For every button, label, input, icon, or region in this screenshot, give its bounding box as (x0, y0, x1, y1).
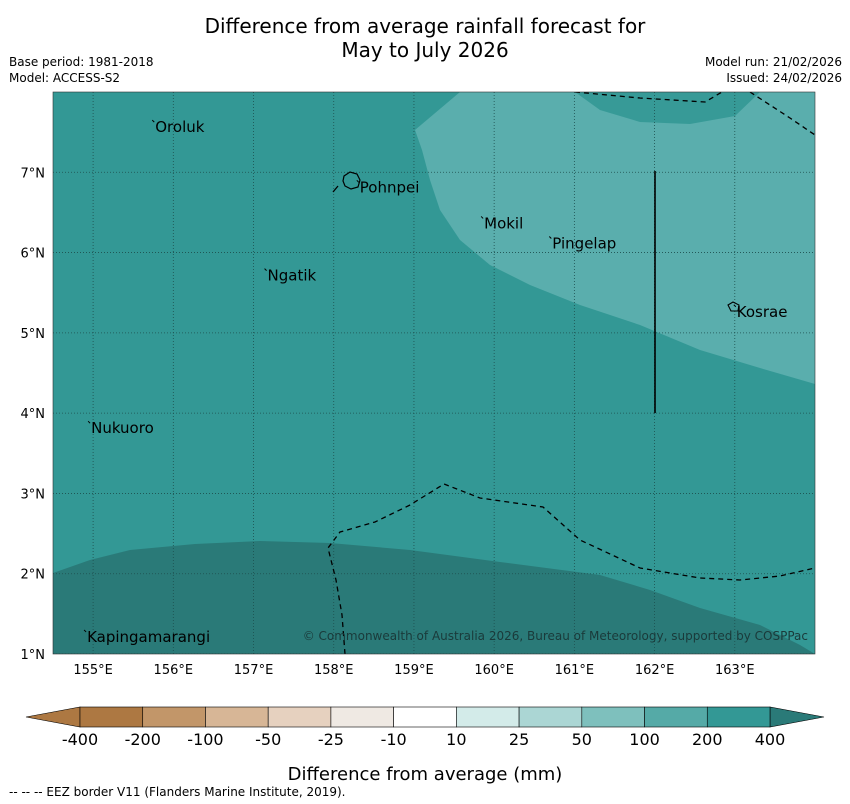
colorbar-arrow-right (769, 706, 825, 728)
colorbar-tick-label: -10 (381, 730, 407, 749)
lon-axis-labels: 155°E 156°E 157°E 158°E 159°E 160°E 161°E 162°E… (73, 663, 754, 678)
map-area: Oroluk Pohnpei Mokil Pingelap Ngatik Kosrae Nu… (53, 92, 815, 654)
place-marker (733, 304, 737, 308)
colorbar-bin (393, 706, 457, 728)
place-label-oroluk: Oroluk (155, 118, 204, 136)
place-marker (480, 216, 484, 219)
colorbar-bin (706, 706, 771, 728)
colorbar: -400 -200 -100 -50 -25 -10 10 25 50 100 200 400 (25, 706, 825, 749)
place-marker (356, 179, 360, 183)
colorbar-arrow-left (25, 706, 81, 728)
colorbar-tick-label: 100 (629, 730, 660, 749)
lat-tick-label: 4°N (21, 407, 46, 422)
place-marker (264, 268, 267, 271)
colorbar-tick-label: -400 (62, 730, 98, 749)
kosrae-island-outline (727, 301, 740, 312)
pohnpei-island-outline (342, 171, 361, 190)
shade-200-400 (53, 541, 815, 654)
shade-top-patch (460, 92, 760, 124)
lon-tick-label: 157°E (234, 663, 274, 678)
map-frame (52, 91, 816, 655)
colorbar-bin (142, 706, 206, 728)
colorbar-label: Difference from average (mm) (287, 764, 563, 785)
lon-tick-label: 161°E (555, 663, 595, 678)
colorbar-bin (518, 706, 583, 728)
model-run-text: Model run: 21/02/2026 (704, 55, 842, 69)
lon-tick-label: 156°E (154, 663, 194, 678)
colorbar-tick-label: 25 (509, 730, 529, 749)
colorbar-bin (205, 706, 269, 728)
colorbar-tick-label: 400 (755, 730, 786, 749)
issued-text: Issued: 24/02/2026 (726, 71, 842, 85)
lat-axis-labels: 1°N 2°N 3°N 4°N 5°N 6°N 7°N (21, 166, 46, 663)
colorbar-tick-label: 200 (692, 730, 723, 749)
model-text: Model: ACCESS-S2 (9, 71, 121, 85)
lon-tick-label: 158°E (314, 663, 354, 678)
lat-tick-label: 5°N (21, 327, 46, 342)
chart-title-line1: Difference from average rainfall forecas… (204, 14, 646, 38)
lon-tick-label: 159°E (394, 663, 434, 678)
eez-border-northeast (749, 92, 815, 136)
eez-footnote: -- -- -- EEZ border V11 (Flanders Marine… (9, 785, 346, 799)
place-label-pohnpei: Pohnpei (360, 178, 420, 196)
colorbar-tick-label: -200 (125, 730, 161, 749)
place-label-kosrae: Kosrae (737, 303, 788, 321)
colorbar-bin (330, 706, 394, 728)
colorbar-tick-label: -25 (318, 730, 344, 749)
lon-tick-label: 160°E (474, 663, 514, 678)
colorbar-tick-label: -100 (187, 730, 223, 749)
colorbar-tick-label: 50 (572, 730, 592, 749)
place-label-nukuoro: Nukuoro (91, 419, 154, 437)
colorbar-bin (79, 706, 144, 728)
place-label-pingelap: Pingelap (552, 235, 616, 253)
place-label-kapingamarangi: Kapingamarangi (87, 628, 210, 646)
place-label-mokil: Mokil (484, 214, 523, 232)
lon-tick-label: 155°E (73, 663, 113, 678)
colorbar-tick-label: -50 (255, 730, 281, 749)
lat-tick-label: 3°N (21, 487, 46, 502)
colorbar-tick-label: 10 (446, 730, 466, 749)
place-marker (87, 420, 91, 424)
base-period-text: Base period: 1981-2018 (9, 55, 154, 69)
lat-tick-label: 2°N (21, 568, 46, 583)
colorbar-bin (644, 706, 708, 728)
lon-tick-label: 163°E (715, 663, 755, 678)
place-marker (151, 119, 155, 123)
eez-border-south (327, 483, 815, 654)
lat-tick-label: 6°N (21, 247, 46, 262)
chart-title-line2: May to July 2026 (341, 38, 509, 62)
lon-tick-label: 162°E (635, 663, 675, 678)
place-label-ngatik: Ngatik (268, 267, 317, 285)
lat-tick-label: 1°N (21, 648, 46, 663)
place-marker (548, 236, 552, 239)
lat-tick-label: 7°N (21, 166, 46, 181)
gridlines (53, 92, 815, 654)
colorbar-bin (581, 706, 645, 728)
eez-border-fragment (332, 185, 339, 193)
copyright-text: © Commonwealth of Australia 2026, Bureau… (303, 629, 808, 643)
place-marker (83, 629, 87, 633)
shade-50-100 (415, 92, 815, 384)
place-labels: Oroluk Pohnpei Mokil Pingelap Ngatik Kosrae Nu… (83, 118, 788, 646)
colorbar-bin (456, 706, 520, 728)
colorbar-bin (267, 706, 332, 728)
